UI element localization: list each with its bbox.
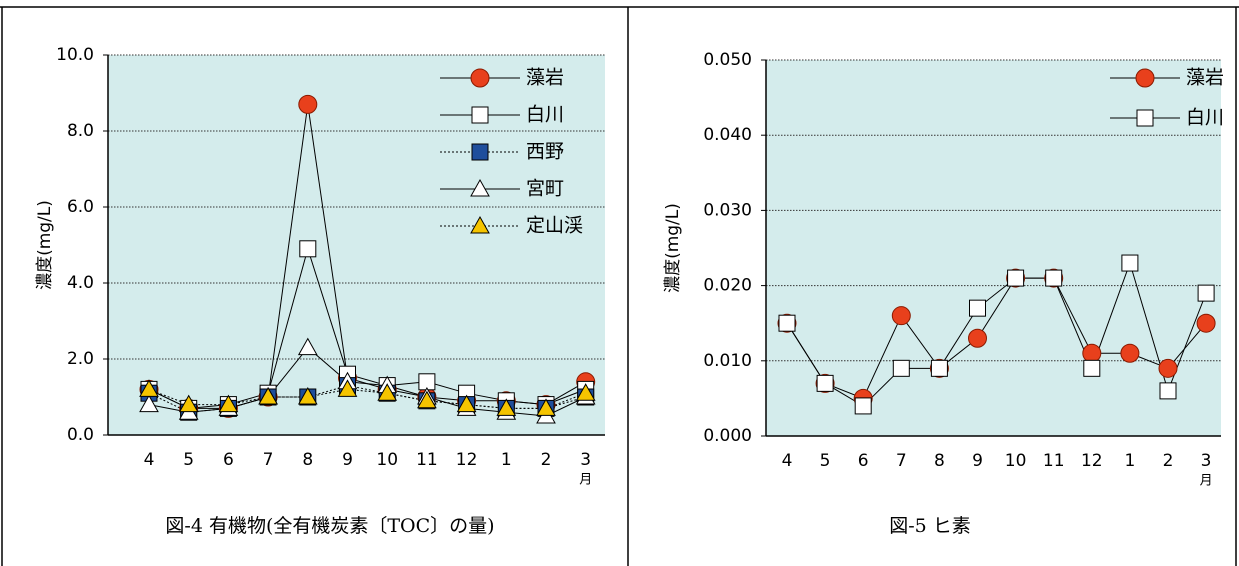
x-unit: 月 <box>579 473 592 488</box>
x-tick-label: 12 <box>456 450 478 470</box>
y-tick-label: 0.040 <box>703 125 752 145</box>
y-tick-label: 4.0 <box>67 273 94 293</box>
x-tick-label: 8 <box>934 451 945 471</box>
data-point <box>575 383 596 401</box>
x-tick-label: 5 <box>183 450 194 470</box>
data-point <box>297 386 318 405</box>
x-tick-label: 12 <box>1081 451 1103 471</box>
y-tick-label: 2.0 <box>67 349 94 369</box>
data-point <box>258 386 278 405</box>
legend-label: 白川 <box>1186 107 1224 129</box>
x-tick-label: 4 <box>782 451 793 471</box>
data-point <box>930 359 948 377</box>
x-tick-label: 9 <box>972 451 983 471</box>
x-tick-label: 2 <box>1163 451 1174 471</box>
data-point <box>1158 358 1178 378</box>
x-tick-label: 4 <box>144 450 155 470</box>
y-tick-label: 6.0 <box>67 197 94 217</box>
data-point <box>968 328 987 348</box>
y-axis-label: 濃度(mg/L) <box>35 200 55 290</box>
data-point <box>1007 269 1025 287</box>
x-tick-label: 6 <box>223 450 234 470</box>
legend-label: 藻岩 <box>1186 67 1224 89</box>
legend-marker <box>1135 68 1155 88</box>
data-point <box>297 337 318 356</box>
data-point <box>337 379 358 397</box>
data-point <box>298 94 318 114</box>
data-point <box>1045 269 1063 287</box>
x-tick-label: 10 <box>1005 451 1027 471</box>
x-tick-label: 9 <box>342 450 353 470</box>
x-tick-label: 10 <box>376 450 398 470</box>
plot-area <box>108 55 605 435</box>
legend-label: 白川 <box>526 104 564 126</box>
data-point <box>1083 359 1101 377</box>
x-tick-label: 7 <box>263 450 274 470</box>
y-tick-label: 0.020 <box>703 276 752 296</box>
y-tick-label: 8.0 <box>67 121 94 141</box>
legend-label: 宮町 <box>526 178 564 200</box>
x-tick-label: 7 <box>896 451 907 471</box>
data-point <box>1196 313 1216 333</box>
data-point <box>1121 254 1139 272</box>
legend-marker <box>470 215 490 234</box>
legend-label: 定山渓 <box>526 215 583 237</box>
data-point <box>139 394 159 413</box>
caption: 図-5 ヒ素 <box>889 515 971 537</box>
y-tick-label: 10.0 <box>56 45 94 65</box>
data-point <box>1082 343 1102 363</box>
x-tick-label: 11 <box>1043 451 1065 471</box>
data-point <box>178 394 199 413</box>
data-point <box>456 394 477 413</box>
data-point <box>1159 382 1177 400</box>
x-tick-label: 8 <box>302 450 313 470</box>
data-point <box>299 240 317 258</box>
x-tick-label: 1 <box>1124 451 1135 471</box>
data-point <box>139 379 159 397</box>
x-unit: 月 <box>1200 474 1213 489</box>
x-tick-label: 5 <box>820 451 831 471</box>
data-point <box>892 359 910 377</box>
x-tick-label: 2 <box>541 450 552 470</box>
legend-marker <box>1136 109 1154 127</box>
y-tick-label: 0.0 <box>67 425 94 445</box>
legend-label: 西野 <box>526 141 564 163</box>
data-point <box>969 299 986 317</box>
x-tick-label: 6 <box>858 451 869 471</box>
y-tick-label: 0.000 <box>703 426 752 446</box>
data-point <box>854 397 872 415</box>
data-point <box>816 374 834 392</box>
y-tick-label: 0.050 <box>703 50 752 70</box>
data-point <box>778 314 796 332</box>
x-tick-label: 3 <box>1201 451 1212 471</box>
legend-label: 藻岩 <box>526 67 564 89</box>
legend-marker <box>471 143 489 161</box>
data-point <box>218 394 239 413</box>
data-point <box>891 306 911 326</box>
data-point <box>1197 284 1215 302</box>
legend-marker <box>471 106 489 124</box>
data-point <box>496 398 517 416</box>
caption: 図-4 有機物(全有機炭素〔TOC〕の量) <box>165 515 494 537</box>
legend-marker <box>470 178 490 197</box>
x-tick-label: 1 <box>501 450 512 470</box>
y-axis-label: 濃度(mg/L) <box>663 203 683 293</box>
x-tick-label: 3 <box>580 450 591 470</box>
y-tick-label: 0.010 <box>703 351 752 371</box>
data-point <box>536 398 556 416</box>
data-point <box>417 390 437 409</box>
data-point <box>1120 343 1140 363</box>
legend-marker <box>470 68 490 88</box>
y-tick-label: 0.030 <box>703 200 752 220</box>
data-point <box>377 383 398 401</box>
x-tick-label: 11 <box>416 450 438 470</box>
